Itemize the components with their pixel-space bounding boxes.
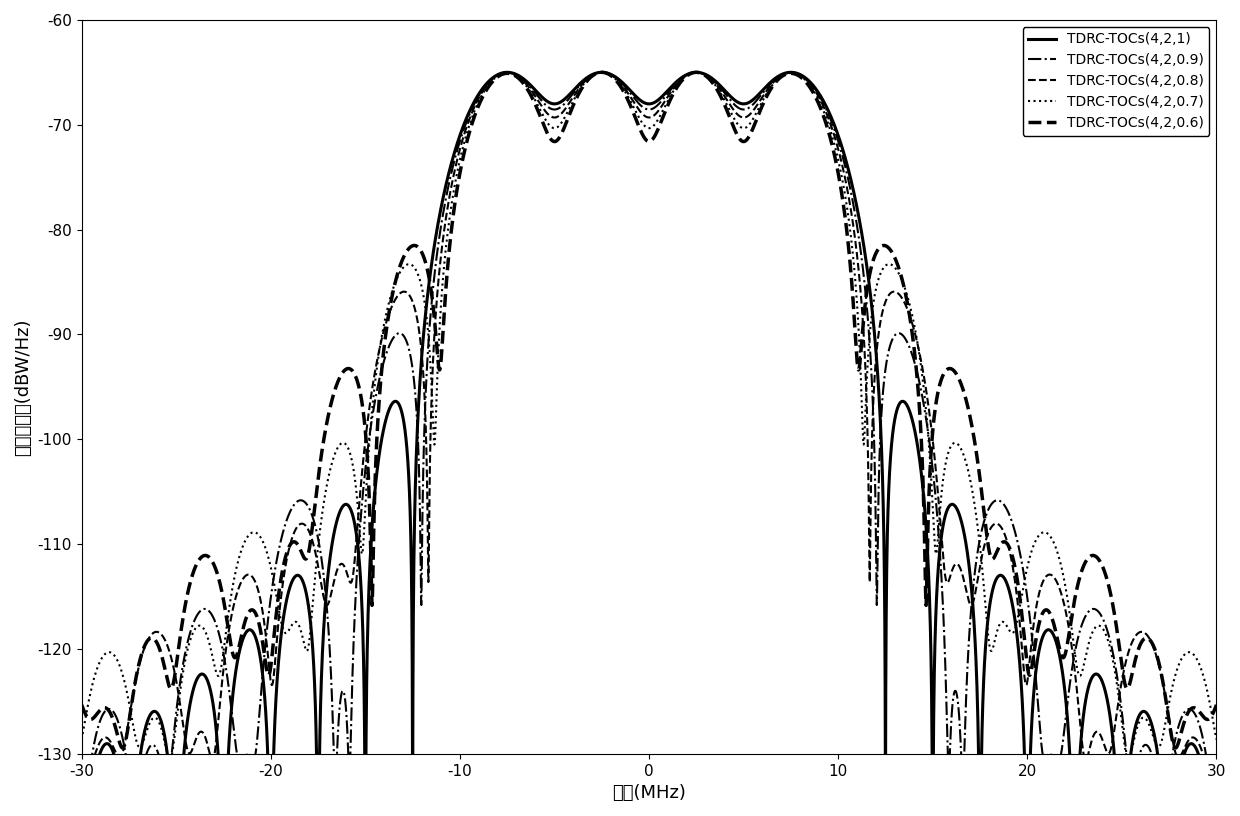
TDRC-TOCs(4,2,0.8) [77, 778, 92, 787]
TDRC-TOCs(4,2,0.7) [1209, 734, 1224, 744]
TDRC-TOCs(4,2,0.6) [575, 82, 590, 91]
TDRC-TOCs(4,2,0.7) [74, 734, 89, 744]
TDRC-TOCs(4,2,0.8) [332, 560, 347, 570]
TDRC-TOCs(4,2,1) [1209, 801, 1224, 811]
TDRC-TOCs(4,2,1) [399, 448, 414, 458]
TDRC-TOCs(4,2,0.8) [899, 301, 914, 311]
TDRC-TOCs(4,2,0.9) [332, 700, 347, 710]
Y-axis label: 功率谱密度(dBW/Hz): 功率谱密度(dBW/Hz) [14, 318, 32, 455]
TDRC-TOCs(4,2,0.8) [399, 288, 414, 298]
TDRC-TOCs(4,2,0.6) [594, 68, 609, 78]
TDRC-TOCs(4,2,0.9) [899, 335, 914, 345]
TDRC-TOCs(4,2,0.6) [1168, 743, 1183, 753]
TDRC-TOCs(4,2,0.9) [414, 530, 429, 539]
TDRC-TOCs(4,2,0.7) [594, 68, 609, 78]
TDRC-TOCs(4,2,0.8) [1209, 774, 1224, 784]
Line: TDRC-TOCs(4,2,0.6): TDRC-TOCs(4,2,0.6) [82, 73, 1216, 748]
TDRC-TOCs(4,2,0.9) [575, 77, 590, 86]
TDRC-TOCs(4,2,0.9) [399, 339, 414, 348]
X-axis label: 频率(MHz): 频率(MHz) [613, 784, 686, 802]
TDRC-TOCs(4,2,0.7) [414, 284, 429, 294]
TDRC-TOCs(4,2,0.6) [414, 248, 429, 258]
TDRC-TOCs(4,2,1) [74, 801, 89, 811]
TDRC-TOCs(4,2,0.7) [899, 287, 914, 297]
TDRC-TOCs(4,2,0.8) [414, 354, 429, 364]
TDRC-TOCs(4,2,0.7) [325, 458, 340, 468]
TDRC-TOCs(4,2,0.7) [162, 755, 177, 765]
TDRC-TOCs(4,2,0.7) [399, 259, 414, 269]
TDRC-TOCs(4,2,0.6) [1209, 700, 1224, 710]
TDRC-TOCs(4,2,0.9) [1209, 801, 1224, 811]
TDRC-TOCs(4,2,0.9) [325, 695, 340, 705]
TDRC-TOCs(4,2,0.7) [575, 80, 590, 90]
TDRC-TOCs(4,2,0.6) [74, 700, 89, 710]
TDRC-TOCs(4,2,0.6) [325, 395, 340, 405]
Line: TDRC-TOCs(4,2,1): TDRC-TOCs(4,2,1) [82, 73, 1216, 806]
Line: TDRC-TOCs(4,2,0.8): TDRC-TOCs(4,2,0.8) [82, 73, 1216, 783]
TDRC-TOCs(4,2,1) [332, 507, 347, 517]
TDRC-TOCs(4,2,0.6) [899, 291, 914, 301]
TDRC-TOCs(4,2,1) [414, 346, 429, 356]
TDRC-TOCs(4,2,1) [899, 399, 914, 409]
TDRC-TOCs(4,2,1) [594, 68, 609, 78]
TDRC-TOCs(4,2,1) [575, 76, 590, 86]
TDRC-TOCs(4,2,0.9) [594, 68, 609, 78]
TDRC-TOCs(4,2,0.8) [325, 585, 340, 595]
TDRC-TOCs(4,2,0.6) [332, 372, 347, 382]
TDRC-TOCs(4,2,0.8) [74, 774, 89, 784]
Line: TDRC-TOCs(4,2,0.7): TDRC-TOCs(4,2,0.7) [82, 73, 1216, 760]
TDRC-TOCs(4,2,0.6) [399, 246, 414, 255]
TDRC-TOCs(4,2,1) [325, 539, 340, 549]
TDRC-TOCs(4,2,0.7) [332, 440, 347, 450]
TDRC-TOCs(4,2,0.9) [74, 801, 89, 811]
TDRC-TOCs(4,2,0.8) [594, 68, 609, 78]
TDRC-TOCs(4,2,0.8) [575, 78, 590, 88]
Line: TDRC-TOCs(4,2,0.9): TDRC-TOCs(4,2,0.9) [82, 73, 1216, 806]
Legend: TDRC-TOCs(4,2,1), TDRC-TOCs(4,2,0.9), TDRC-TOCs(4,2,0.8), TDRC-TOCs(4,2,0.7), TD: TDRC-TOCs(4,2,1), TDRC-TOCs(4,2,0.9), TD… [1023, 27, 1209, 135]
